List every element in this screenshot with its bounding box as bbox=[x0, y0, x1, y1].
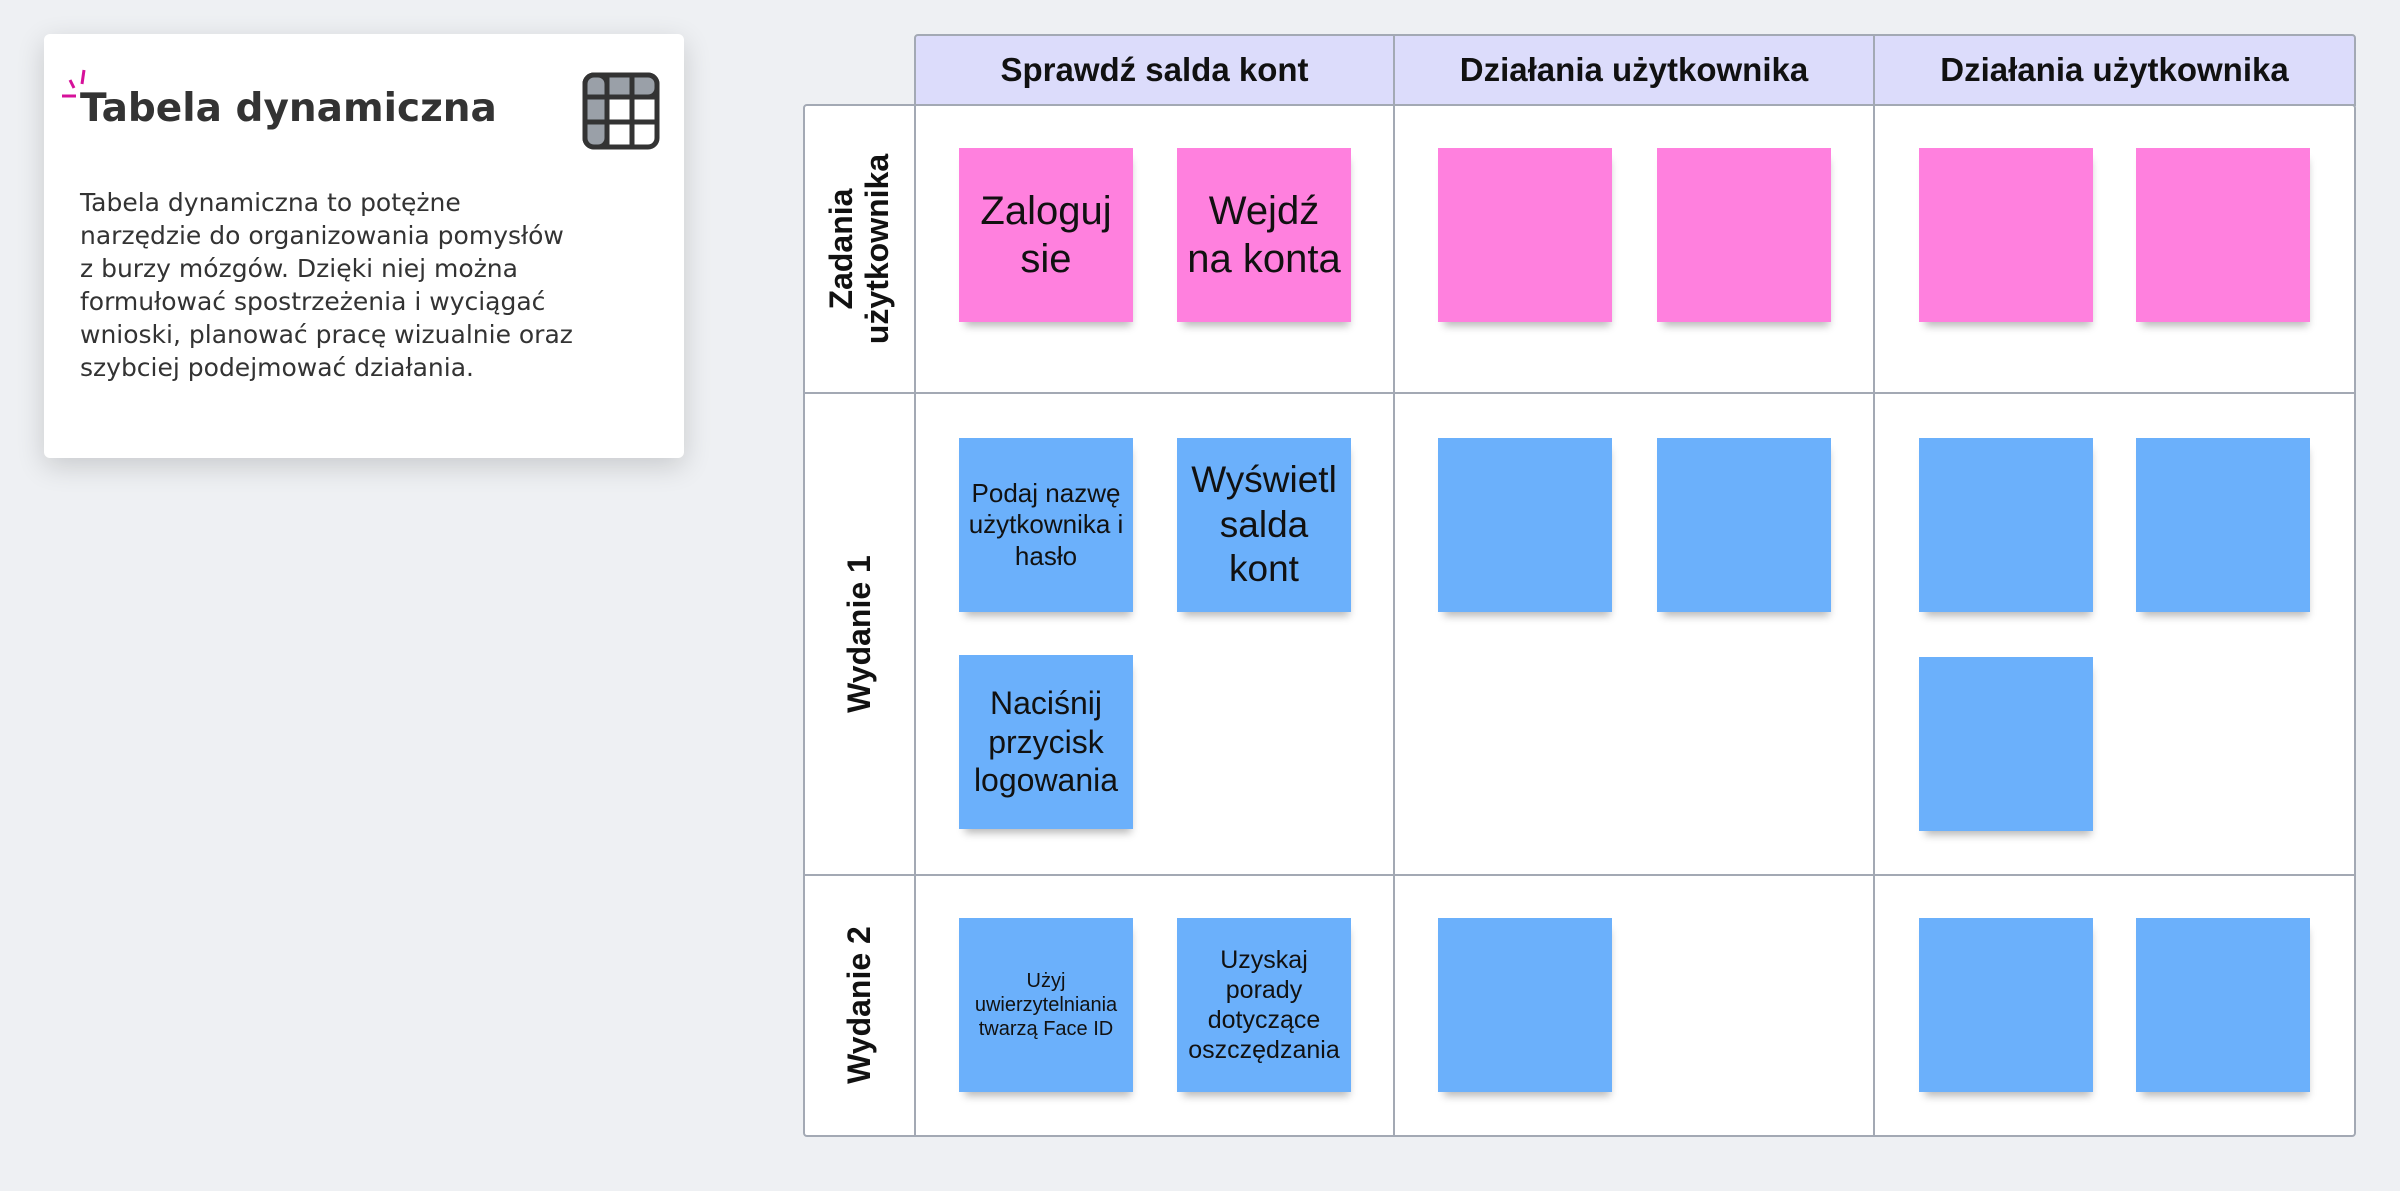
sticky-note bbox=[1657, 148, 1831, 322]
sticky-note: Uzyskaj porady dotyczące oszczędzania bbox=[1177, 918, 1351, 1092]
sticky-note bbox=[1657, 438, 1831, 612]
sticky-note bbox=[1438, 438, 1612, 612]
sticky-note: Zaloguj sie bbox=[959, 148, 1133, 322]
column-header: Działania użytkownika bbox=[1873, 34, 2356, 106]
sticky-note bbox=[2136, 148, 2310, 322]
card-title: Tabela dynamiczna bbox=[80, 86, 497, 131]
sparkle bbox=[62, 69, 86, 98]
divider bbox=[1393, 34, 1395, 1136]
column-header: Działania użytkownika bbox=[1393, 34, 1875, 106]
row-label: Zadania użytkownika bbox=[823, 153, 896, 344]
divider bbox=[803, 392, 2355, 394]
row-header: Wydanie 2 bbox=[803, 875, 915, 1135]
info-card bbox=[44, 34, 684, 458]
sticky-note bbox=[1919, 148, 2093, 322]
sticky-note bbox=[1919, 657, 2093, 831]
sticky-note bbox=[1919, 438, 2093, 612]
sticky-note bbox=[1438, 918, 1612, 1092]
column-header: Sprawdź salda kont bbox=[914, 34, 1395, 106]
sticky-note: Użyj uwierzytelniania twarzą Face ID bbox=[959, 918, 1133, 1092]
sticky-note: Wyświetl salda kont bbox=[1177, 438, 1351, 612]
sticky-note: Naciśnij przycisk logowania bbox=[959, 655, 1133, 829]
sticky-note: Podaj nazwę użytkownika i hasło bbox=[959, 438, 1133, 612]
sticky-note: Wejdź na konta bbox=[1177, 148, 1351, 322]
sticky-note bbox=[1919, 918, 2093, 1092]
divider bbox=[803, 874, 2355, 876]
row-label: Wydanie 2 bbox=[841, 926, 877, 1084]
card-description: Tabela dynamiczna to potężne narzędzie d… bbox=[80, 188, 573, 382]
sticky-note bbox=[2136, 918, 2310, 1092]
row-label: Wydanie 1 bbox=[841, 555, 877, 713]
divider bbox=[914, 104, 916, 1136]
table-icon bbox=[582, 72, 660, 150]
sticky-note bbox=[2136, 438, 2310, 612]
row-header: Wydanie 1 bbox=[803, 393, 915, 875]
row-header: Zadania użytkownika bbox=[803, 104, 915, 393]
sticky-note bbox=[1438, 148, 1612, 322]
divider bbox=[1873, 34, 1875, 1136]
